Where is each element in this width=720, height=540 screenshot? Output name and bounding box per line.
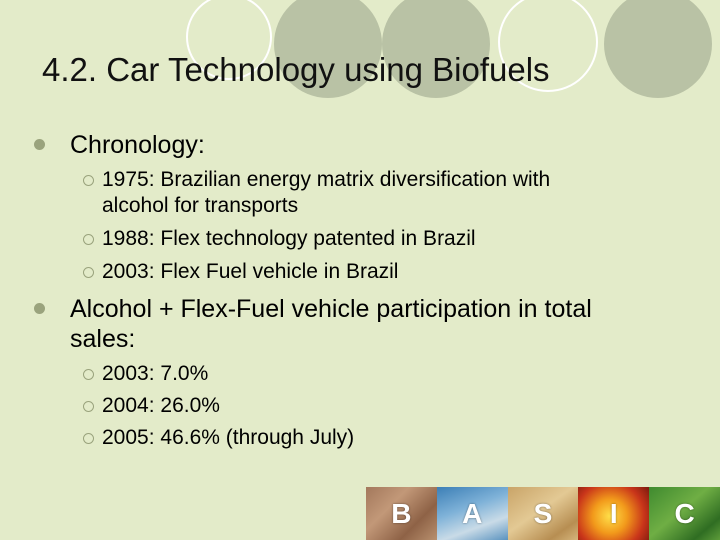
sub-bullet-marker xyxy=(83,267,94,278)
sub-bullet-1988: 1988: Flex technology patented in Brazil xyxy=(102,226,476,252)
footer-tile-a: A xyxy=(436,487,508,540)
sub-bullet-2004: 2004: 26.0% xyxy=(102,393,220,419)
sub-bullet-text-line: 1975: Brazilian energy matrix diversific… xyxy=(102,168,551,191)
sub-bullet-marker xyxy=(83,175,94,186)
decor-circle-filled-3 xyxy=(604,0,712,98)
sub-bullet-marker xyxy=(83,433,94,444)
bullet-marker xyxy=(34,139,45,150)
footer-tile-i: I xyxy=(578,487,650,540)
decor-circle-ring-2 xyxy=(498,0,598,92)
decor-circle-filled-1 xyxy=(274,0,382,98)
sub-bullet-2003: 2003: 7.0% xyxy=(102,361,208,387)
bullet-text-line: sales: xyxy=(70,325,136,353)
sub-bullet-marker xyxy=(83,369,94,380)
sub-bullet-text-line: 2003: 7.0% xyxy=(102,362,209,385)
sub-bullet-text-line: 1988: Flex technology patented in Brazil xyxy=(102,227,476,250)
bullet-participation: Alcohol + Flex-Fuel vehicle participatio… xyxy=(70,294,592,354)
bullet-marker xyxy=(34,303,45,314)
bullet-chronology: Chronology: xyxy=(70,130,205,160)
footer-tile-c: C xyxy=(649,487,720,540)
sub-bullet-text-line: 2003: Flex Fuel vehicle in Brazil xyxy=(102,260,399,283)
footer-tile-b: B xyxy=(366,487,437,540)
bullet-text-line: Chronology: xyxy=(70,131,205,159)
sub-bullet-text-line: alcohol for transports xyxy=(102,194,299,217)
sub-bullet-1975: 1975: Brazilian energy matrix diversific… xyxy=(102,167,550,219)
decor-circle-filled-2 xyxy=(382,0,490,98)
sub-bullet-2005: 2005: 46.6% (through July) xyxy=(102,425,354,451)
sub-bullet-2003-flex: 2003: Flex Fuel vehicle in Brazil xyxy=(102,259,398,285)
sub-bullet-text-line: 2004: 26.0% xyxy=(102,394,220,417)
basic-footer-banner: B A S I C xyxy=(366,487,720,540)
sub-bullet-marker xyxy=(83,401,94,412)
footer-tile-s: S xyxy=(507,487,579,540)
slide-title: 4.2. Car Technology using Biofuels xyxy=(42,51,550,88)
sub-bullet-text-line: 2005: 46.6% (through July) xyxy=(102,426,355,449)
decor-circle-ring-1 xyxy=(186,0,272,80)
sub-bullet-marker xyxy=(83,234,94,245)
bullet-text-line: Alcohol + Flex-Fuel vehicle participatio… xyxy=(70,295,592,323)
